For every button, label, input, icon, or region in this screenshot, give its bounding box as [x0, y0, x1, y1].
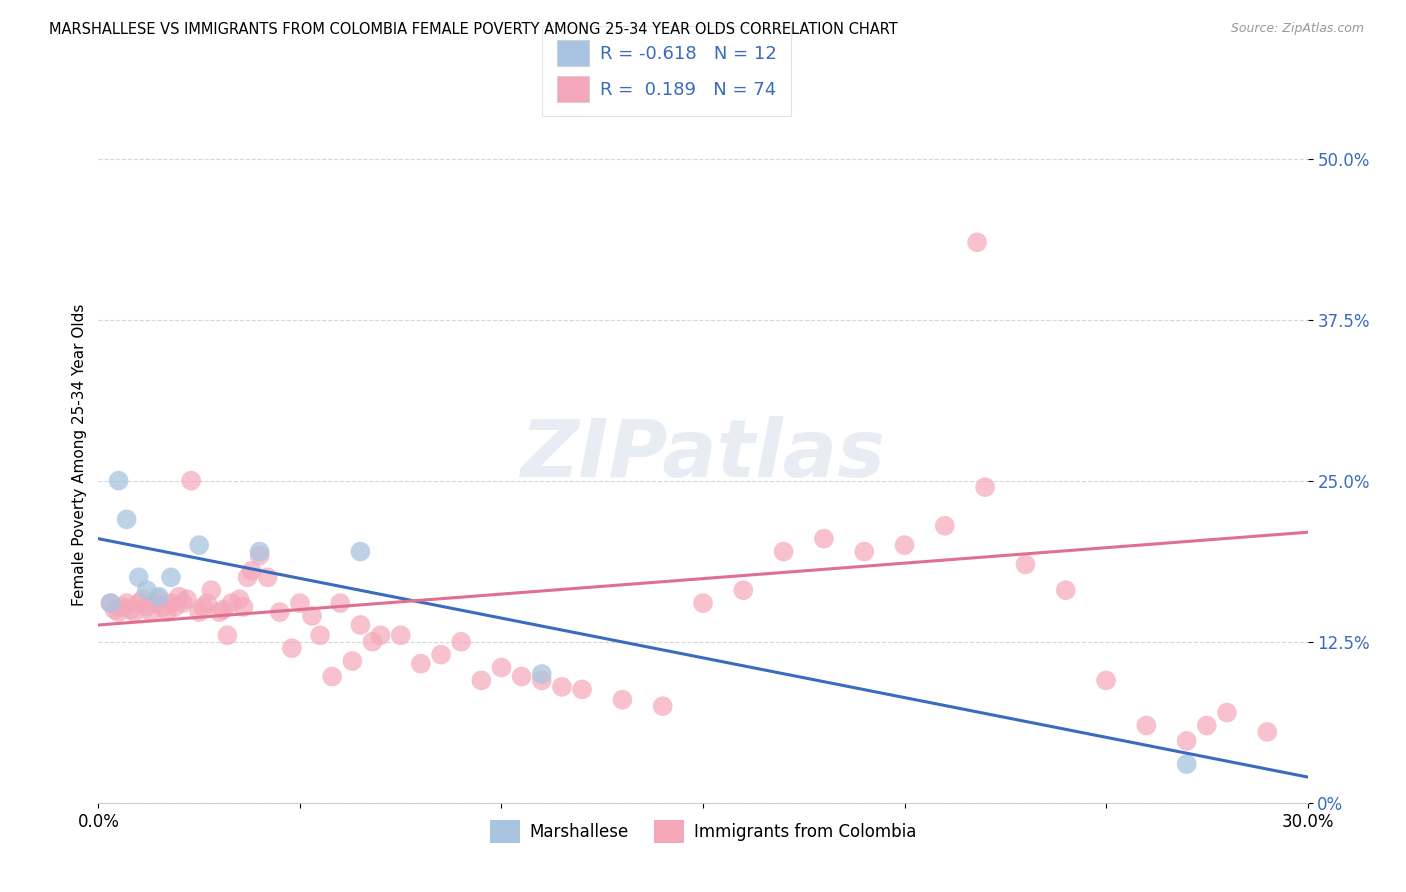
Point — [115, 512, 138, 526]
Point — [228, 592, 250, 607]
Point — [249, 549, 271, 563]
Point — [349, 544, 371, 558]
Point — [160, 570, 183, 584]
Point — [893, 538, 915, 552]
Point — [249, 544, 271, 558]
Point — [409, 657, 432, 671]
Point — [107, 474, 129, 488]
Legend: Marshallese, Immigrants from Colombia: Marshallese, Immigrants from Colombia — [484, 814, 922, 850]
Point — [571, 682, 593, 697]
Text: Source: ZipAtlas.com: Source: ZipAtlas.com — [1230, 22, 1364, 36]
Point — [288, 596, 311, 610]
Point — [135, 583, 157, 598]
Point — [163, 599, 186, 614]
Point — [107, 605, 129, 619]
Point — [172, 596, 194, 610]
Point — [160, 596, 183, 610]
Point — [111, 599, 134, 614]
Point — [221, 596, 243, 610]
Point — [100, 596, 122, 610]
Point — [269, 605, 291, 619]
Point — [813, 532, 835, 546]
Point — [193, 599, 215, 614]
Point — [974, 480, 997, 494]
Point — [152, 599, 174, 614]
Point — [1256, 725, 1278, 739]
Point — [1095, 673, 1118, 688]
Point — [510, 669, 533, 683]
Point — [240, 564, 263, 578]
Point — [124, 605, 146, 619]
Point — [180, 474, 202, 488]
Point — [349, 618, 371, 632]
Y-axis label: Female Poverty Among 25-34 Year Olds: Female Poverty Among 25-34 Year Olds — [72, 304, 87, 606]
Point — [139, 605, 162, 619]
Point — [772, 544, 794, 558]
Point — [148, 590, 170, 604]
Point — [115, 596, 138, 610]
Point — [212, 602, 235, 616]
Point — [491, 660, 513, 674]
Point — [1175, 734, 1198, 748]
Point — [1135, 718, 1157, 732]
Point — [1195, 718, 1218, 732]
Point — [551, 680, 574, 694]
Point — [470, 673, 492, 688]
Point — [281, 641, 304, 656]
Point — [188, 538, 211, 552]
Text: ZIPatlas: ZIPatlas — [520, 416, 886, 494]
Point — [530, 673, 553, 688]
Point — [1054, 583, 1077, 598]
Point — [188, 605, 211, 619]
Point — [167, 590, 190, 604]
Point — [236, 570, 259, 584]
Point — [128, 596, 150, 610]
Point — [156, 605, 179, 619]
Point — [217, 628, 239, 642]
Point — [430, 648, 453, 662]
Point — [120, 602, 142, 616]
Point — [200, 583, 222, 598]
Point — [103, 602, 125, 616]
Point — [128, 570, 150, 584]
Point — [370, 628, 392, 642]
Point — [208, 605, 231, 619]
Point — [1216, 706, 1239, 720]
Point — [329, 596, 352, 610]
Point — [450, 634, 472, 648]
Point — [321, 669, 343, 683]
Point — [692, 596, 714, 610]
Point — [176, 592, 198, 607]
Point — [256, 570, 278, 584]
Point — [1014, 558, 1036, 572]
Point — [309, 628, 332, 642]
Point — [612, 692, 634, 706]
Point — [733, 583, 755, 598]
Point — [530, 667, 553, 681]
Point — [853, 544, 876, 558]
Point — [934, 518, 956, 533]
Point — [966, 235, 988, 250]
Point — [361, 634, 384, 648]
Point — [143, 596, 166, 610]
Point — [100, 596, 122, 610]
Point — [135, 599, 157, 614]
Point — [195, 596, 218, 610]
Point — [148, 592, 170, 607]
Point — [651, 699, 673, 714]
Point — [389, 628, 412, 642]
Point — [301, 609, 323, 624]
Point — [132, 592, 155, 607]
Point — [342, 654, 364, 668]
Point — [232, 599, 254, 614]
Text: MARSHALLESE VS IMMIGRANTS FROM COLOMBIA FEMALE POVERTY AMONG 25-34 YEAR OLDS COR: MARSHALLESE VS IMMIGRANTS FROM COLOMBIA … — [49, 22, 898, 37]
Point — [1175, 757, 1198, 772]
